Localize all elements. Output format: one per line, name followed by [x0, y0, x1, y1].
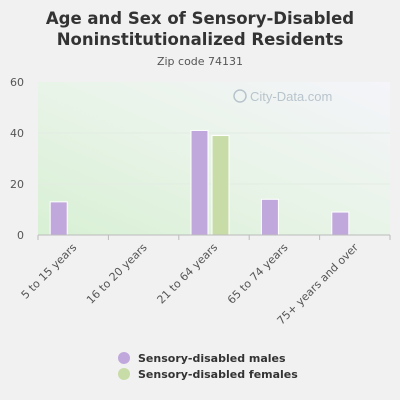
bar-males [49, 201, 68, 236]
x-tick-label: 16 to 20 years [84, 241, 150, 307]
watermark-logo-icon [233, 89, 247, 103]
legend-item-females: Sensory-disabled females [118, 366, 298, 382]
bar-females [211, 135, 230, 236]
x-tick-label: 5 to 15 years [19, 241, 80, 302]
legend-label-females: Sensory-disabled females [138, 367, 298, 381]
x-tick-label: 65 to 74 years [225, 241, 291, 307]
y-tick-label: 40 [10, 127, 24, 140]
bar-males [190, 129, 209, 236]
y-tick-label: 0 [17, 229, 24, 242]
y-tick-label: 60 [10, 76, 24, 89]
legend-swatch-males [118, 352, 130, 364]
legend-item-males: Sensory-disabled males [118, 350, 298, 366]
chart-subtitle: Zip code 74131 [156, 55, 244, 68]
chart-title: Age and Sex of Sensory-Disabled Noninsti… [45, 9, 355, 49]
watermark: City-Data.com [233, 89, 332, 104]
legend: Sensory-disabled males Sensory-disabled … [118, 350, 298, 382]
legend-swatch-females [118, 368, 130, 380]
y-tick-label: 20 [10, 178, 24, 191]
legend-label-males: Sensory-disabled males [138, 351, 286, 365]
x-tick-label: 21 to 64 years [154, 241, 220, 307]
x-tick-label: 75+ years and over [275, 241, 362, 328]
watermark-text: City-Data.com [250, 89, 332, 104]
bar-males [260, 198, 279, 236]
bar-males [331, 211, 350, 236]
